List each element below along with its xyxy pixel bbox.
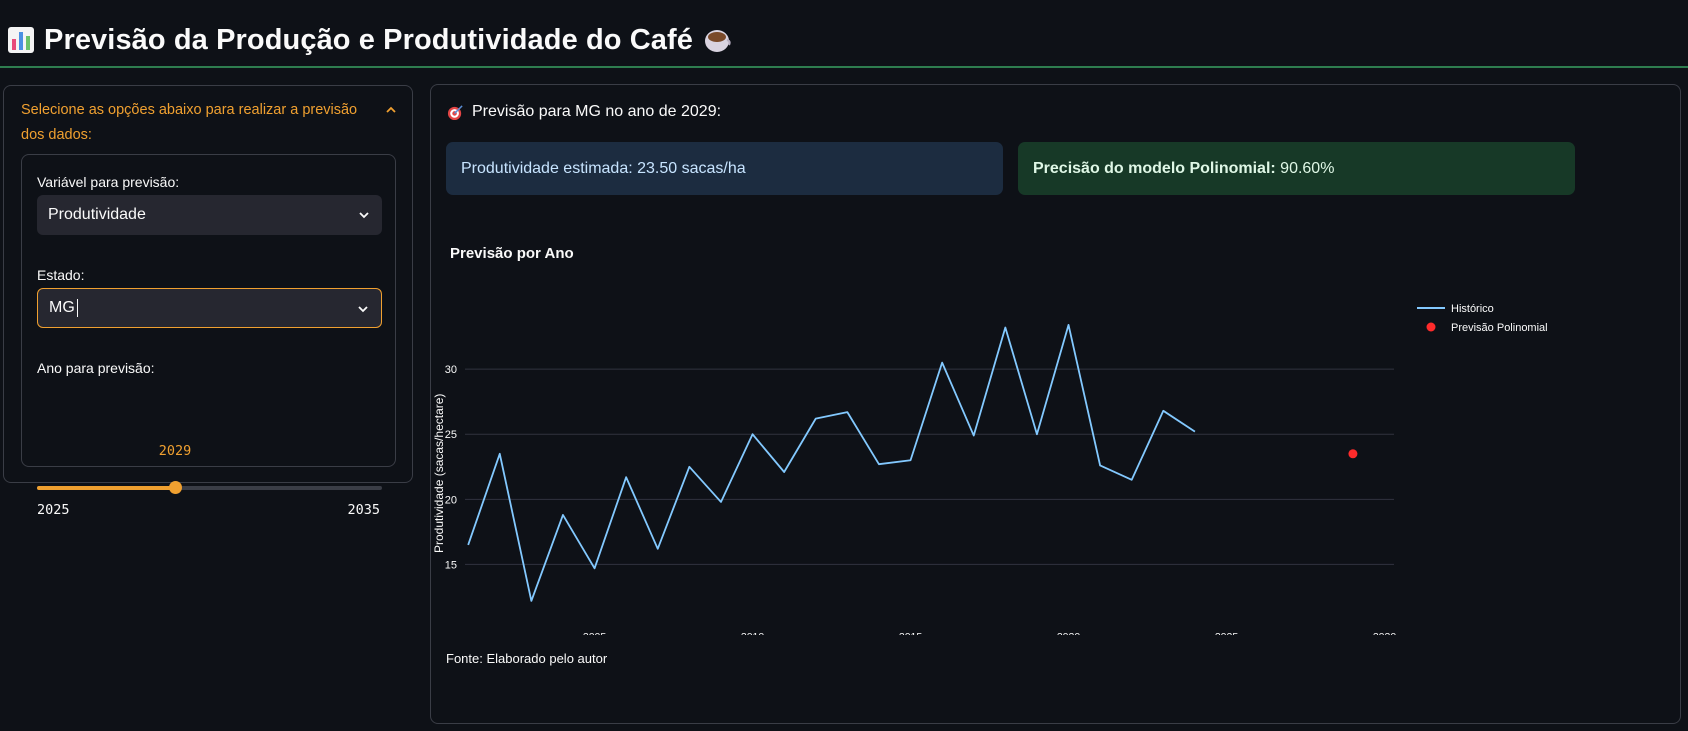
source-note: Fonte: Elaborado pelo autor [446,651,608,666]
header: Previsão da Produção e Produtividade do … [8,18,731,62]
forecast-heading-text: Previsão para MG no ano de 2029: [472,103,722,120]
accuracy-label: Precisão do modelo Polinomial: [1033,159,1276,177]
estimate-info-box: Produtividade estimada: 23.50 sacas/ha [446,142,1003,195]
x-tick-label: 2010 [741,631,765,635]
page-title: Previsão da Produção e Produtividade do … [44,23,694,56]
x-tick-label: 2030 [1373,631,1397,635]
year-slider-thumb[interactable] [169,481,182,494]
variable-select-value: Produtividade [48,206,146,223]
model-accuracy-box: Precisão do modelo Polinomial: 90.60% [1018,142,1575,195]
options-form: Variável para previsão: Produtividade Es… [21,154,396,518]
x-tick-label: 2005 [583,631,607,635]
options-expander: Selecione as opções abaixo para realizar… [3,85,413,518]
year-slider-min: 2025 [37,502,70,518]
legend-label-historico: Histórico [1451,303,1494,315]
expander-title[interactable]: Selecione as opções abaixo para realizar… [21,102,358,143]
x-tick-label: 2020 [1057,631,1081,635]
x-tick-label: 2025 [1215,631,1239,635]
forecast-point [1348,449,1358,459]
chart-title: Previsão por Ano [450,245,574,262]
variable-label: Variável para previsão: [37,174,180,190]
x-tick-label: 2015 [899,631,923,635]
forecast-panel: Previsão para MG no ano de 2029: Produti… [430,84,1681,724]
year-slider-fill [37,486,175,490]
coffee-cup-icon [705,30,731,52]
forecast-chart[interactable]: 15202530200520102015202020252030AnoProdu… [431,265,1676,635]
variable-select[interactable]: Produtividade [37,195,382,235]
year-label: Ano para previsão: [37,360,155,376]
year-slider-max: 2035 [347,502,380,518]
y-tick-label: 25 [445,429,457,441]
state-label: Estado: [37,267,85,283]
y-tick-label: 15 [445,559,457,571]
text-cursor [76,299,78,317]
chevron-down-icon [359,212,369,219]
header-divider [0,66,1688,68]
chevron-down-icon [358,306,368,313]
year-slider[interactable] [37,481,382,494]
accuracy-value: 90.60% [1275,159,1335,177]
y-tick-label: 20 [445,494,457,506]
y-tick-label: 30 [445,364,457,376]
state-select-value: MG [49,299,75,316]
forecast-heading: Previsão para MG no ano de 2029: [447,103,721,121]
legend-label-previsao: Previsão Polinomial [1451,322,1548,334]
bar-chart-icon [8,27,34,53]
y-axis-label: Produtividade (sacas/hectare) [432,394,446,553]
year-slider-value: 2029 [158,443,192,459]
state-select[interactable]: MG [37,288,382,328]
target-icon [447,104,463,120]
historico-series-line [467,323,1196,602]
chevron-up-icon[interactable] [385,104,397,116]
legend-marker-swatch [1426,322,1436,332]
